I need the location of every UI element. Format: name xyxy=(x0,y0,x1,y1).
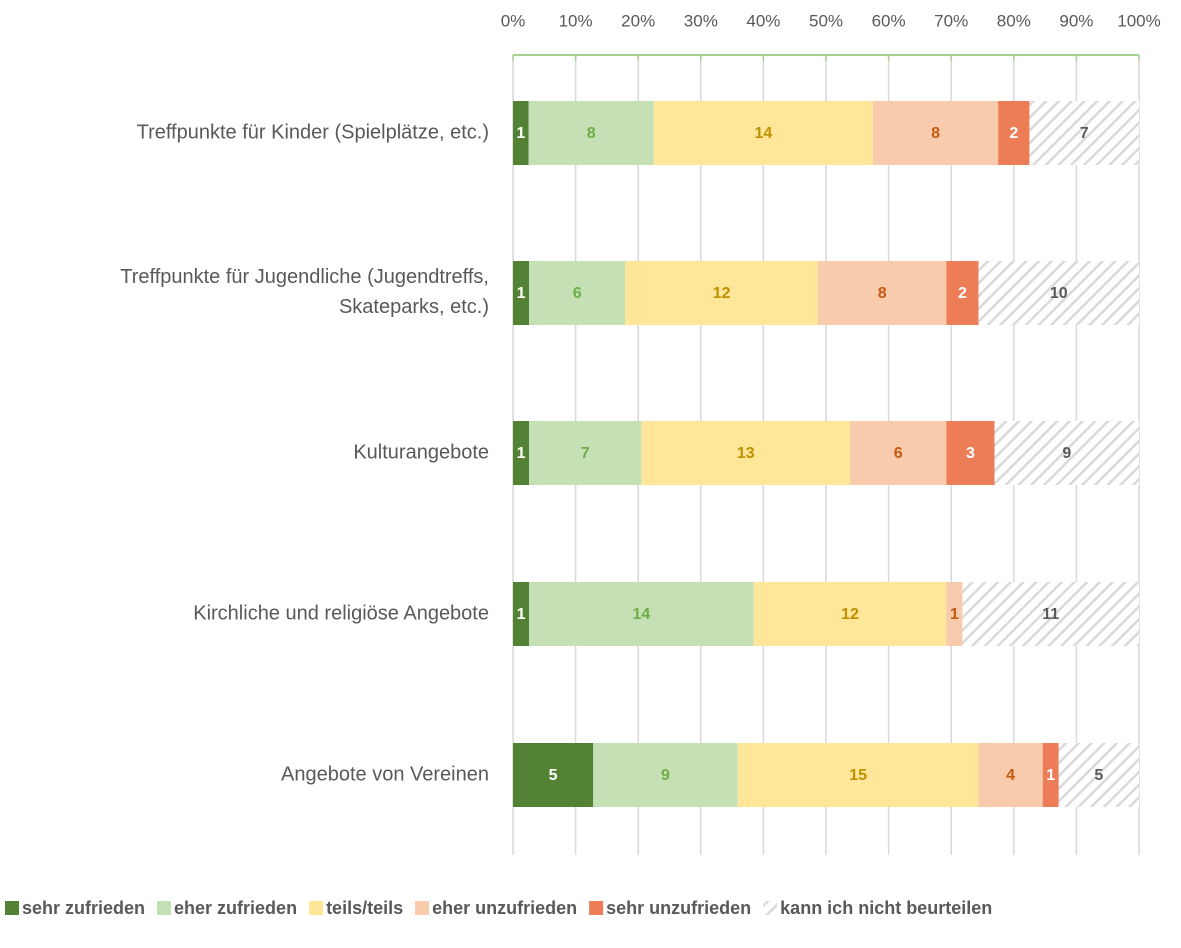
bar-segment xyxy=(513,101,529,165)
data-label: 14 xyxy=(755,125,773,142)
x-tick-label: 40% xyxy=(746,11,780,30)
data-label: 1 xyxy=(1046,767,1055,784)
bar-segment xyxy=(593,743,738,807)
data-label: 1 xyxy=(950,606,959,623)
bar-segment xyxy=(529,261,626,325)
x-tick-label: 80% xyxy=(997,11,1031,30)
data-label: 12 xyxy=(841,606,859,623)
x-tick-label: 20% xyxy=(621,11,655,30)
x-tick-label: 0% xyxy=(501,11,526,30)
data-label: 6 xyxy=(573,285,582,302)
bar-segment xyxy=(753,582,947,646)
data-label: 8 xyxy=(878,285,887,302)
legend-swatch xyxy=(5,901,19,915)
category-label: Kulturangebote xyxy=(353,441,489,463)
legend-label: eher zufrieden xyxy=(174,898,297,918)
data-label: 14 xyxy=(633,606,651,623)
bar-segment xyxy=(625,261,818,325)
x-tick-label: 30% xyxy=(684,11,718,30)
bar-segment xyxy=(513,421,530,485)
data-label: 6 xyxy=(894,445,903,462)
bar-segment xyxy=(817,261,947,325)
category-label: Kirchliche und religiöse Angebote xyxy=(193,602,489,624)
legend-swatch xyxy=(763,901,778,915)
bar-segment xyxy=(1058,743,1139,807)
data-label: 12 xyxy=(713,285,731,302)
x-tick-label: 70% xyxy=(934,11,968,30)
data-label: 5 xyxy=(1094,767,1103,784)
category-label: Angebote von Vereinen xyxy=(281,763,489,785)
data-label: 3 xyxy=(966,445,975,462)
data-label: 7 xyxy=(581,445,590,462)
legend-swatch xyxy=(309,901,324,915)
x-tick-label: 60% xyxy=(872,11,906,30)
data-label: 7 xyxy=(1080,125,1089,142)
data-label: 2 xyxy=(1009,125,1018,142)
data-label: 8 xyxy=(931,125,940,142)
legend-swatch xyxy=(589,901,604,915)
legend-label: kann ich nicht beurteilen xyxy=(780,898,992,918)
bar-segment xyxy=(1029,101,1139,165)
category-label: Treffpunkte für Kinder (Spielplätze, etc… xyxy=(137,121,489,143)
bar-segment xyxy=(872,101,999,165)
bar-segment xyxy=(998,101,1030,165)
bar-segment xyxy=(962,582,1139,646)
x-tick-label: 10% xyxy=(559,11,593,30)
bar-segment xyxy=(653,101,873,165)
data-label: 13 xyxy=(737,445,755,462)
data-label: 1 xyxy=(517,606,526,623)
legend-label: teils/teils xyxy=(326,898,403,918)
x-tick-label: 100% xyxy=(1117,11,1160,30)
data-label: 10 xyxy=(1050,285,1068,302)
legend-label: eher unzufrieden xyxy=(432,898,577,918)
legend-label: sehr unzufrieden xyxy=(606,898,751,918)
x-tick-label: 50% xyxy=(809,11,843,30)
category-label: Treffpunkte für Jugendliche (Jugendtreff… xyxy=(120,266,489,318)
bar-segment xyxy=(513,743,594,807)
bar-segment xyxy=(978,743,1043,807)
data-label: 5 xyxy=(549,767,558,784)
bar-segment xyxy=(641,421,851,485)
data-label: 11 xyxy=(1042,606,1059,623)
bar-segment xyxy=(513,261,530,325)
data-label: 2 xyxy=(958,285,967,302)
bar-segment xyxy=(529,582,754,646)
bar-segment xyxy=(946,261,979,325)
bar-segment xyxy=(529,421,642,485)
bar-segment xyxy=(850,421,947,485)
bar-segment xyxy=(978,261,1139,325)
x-tick-label: 90% xyxy=(1059,11,1093,30)
data-label: 1 xyxy=(516,125,525,142)
data-label: 9 xyxy=(1062,445,1071,462)
bar-segment xyxy=(737,743,979,807)
legend-swatch xyxy=(157,901,172,915)
data-label: 15 xyxy=(849,767,867,784)
bar-segment xyxy=(513,582,530,646)
bar-segment xyxy=(528,101,654,165)
bar-segment xyxy=(946,421,995,485)
legend-label: sehr zufrieden xyxy=(22,898,145,918)
bar-segment xyxy=(946,582,963,646)
data-label: 8 xyxy=(587,125,596,142)
data-label: 1 xyxy=(517,445,526,462)
data-label: 9 xyxy=(661,767,670,784)
legend-swatch xyxy=(415,901,430,915)
data-label: 1 xyxy=(517,285,526,302)
bar-segment xyxy=(994,421,1139,485)
data-label: 4 xyxy=(1006,767,1015,784)
bar-segment xyxy=(1042,743,1059,807)
